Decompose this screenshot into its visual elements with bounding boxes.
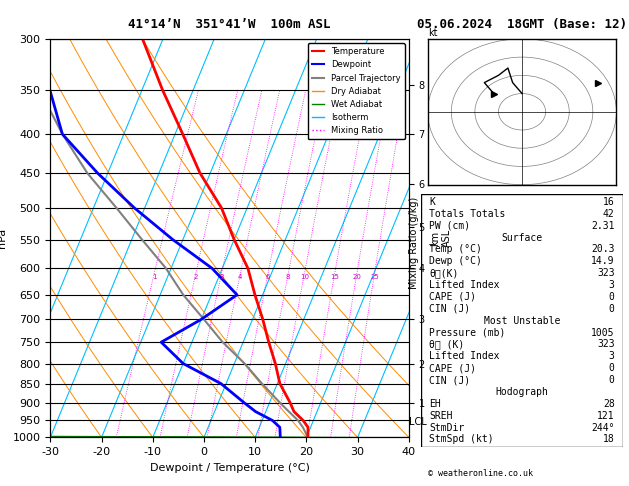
Text: © weatheronline.co.uk: © weatheronline.co.uk	[428, 469, 533, 478]
Text: K: K	[430, 197, 435, 207]
Text: 2.31: 2.31	[591, 221, 615, 231]
Text: 3: 3	[219, 274, 224, 280]
Text: kt: kt	[428, 28, 437, 38]
Text: 28: 28	[603, 399, 615, 409]
Text: Totals Totals: Totals Totals	[430, 209, 506, 219]
Text: 15: 15	[330, 274, 339, 280]
Text: 3: 3	[609, 351, 615, 361]
Text: 16: 16	[603, 197, 615, 207]
Y-axis label: hPa: hPa	[0, 228, 7, 248]
Text: 14.9: 14.9	[591, 256, 615, 266]
Text: Surface: Surface	[501, 233, 543, 243]
Text: CAPE (J): CAPE (J)	[430, 292, 477, 302]
Text: 18: 18	[603, 434, 615, 445]
Y-axis label: km
ASL: km ASL	[430, 229, 452, 247]
Text: Dewp (°C): Dewp (°C)	[430, 256, 482, 266]
Text: 20.3: 20.3	[591, 244, 615, 255]
Text: 2: 2	[194, 274, 198, 280]
Text: 25: 25	[370, 274, 379, 280]
Text: 42: 42	[603, 209, 615, 219]
Text: 4: 4	[238, 274, 243, 280]
Text: 20: 20	[352, 274, 361, 280]
Text: CAPE (J): CAPE (J)	[430, 363, 477, 373]
Text: 0: 0	[609, 304, 615, 314]
Text: 05.06.2024  18GMT (Base: 12): 05.06.2024 18GMT (Base: 12)	[417, 18, 627, 31]
X-axis label: Dewpoint / Temperature (°C): Dewpoint / Temperature (°C)	[150, 463, 309, 473]
Text: StmSpd (kt): StmSpd (kt)	[430, 434, 494, 445]
Text: 323: 323	[597, 339, 615, 349]
Text: SREH: SREH	[430, 411, 453, 421]
Text: 6: 6	[265, 274, 270, 280]
FancyBboxPatch shape	[421, 194, 623, 447]
Text: CIN (J): CIN (J)	[430, 304, 470, 314]
Text: Mixing Ratio (g/kg): Mixing Ratio (g/kg)	[409, 197, 419, 289]
Text: 3: 3	[609, 280, 615, 290]
Text: Hodograph: Hodograph	[496, 387, 548, 397]
Text: PW (cm): PW (cm)	[430, 221, 470, 231]
Text: 121: 121	[597, 411, 615, 421]
Text: θᴄ (K): θᴄ (K)	[430, 339, 465, 349]
Text: 41°14’N  351°41’W  100m ASL: 41°14’N 351°41’W 100m ASL	[128, 18, 331, 31]
Text: 1: 1	[152, 274, 157, 280]
Text: 0: 0	[609, 363, 615, 373]
Text: 10: 10	[300, 274, 309, 280]
Text: θᴄ(K): θᴄ(K)	[430, 268, 459, 278]
Text: Pressure (mb): Pressure (mb)	[430, 328, 506, 338]
Text: Lifted Index: Lifted Index	[430, 351, 500, 361]
Text: StmDir: StmDir	[430, 423, 465, 433]
Text: Most Unstable: Most Unstable	[484, 316, 560, 326]
Text: CIN (J): CIN (J)	[430, 375, 470, 385]
Text: 1005: 1005	[591, 328, 615, 338]
Text: 323: 323	[597, 268, 615, 278]
Text: Lifted Index: Lifted Index	[430, 280, 500, 290]
Text: 244°: 244°	[591, 423, 615, 433]
Text: 0: 0	[609, 292, 615, 302]
Legend: Temperature, Dewpoint, Parcel Trajectory, Dry Adiabat, Wet Adiabat, Isotherm, Mi: Temperature, Dewpoint, Parcel Trajectory…	[308, 43, 404, 139]
Text: LCL: LCL	[409, 417, 426, 427]
Text: 8: 8	[286, 274, 291, 280]
Text: EH: EH	[430, 399, 441, 409]
Text: Temp (°C): Temp (°C)	[430, 244, 482, 255]
Text: 0: 0	[609, 375, 615, 385]
